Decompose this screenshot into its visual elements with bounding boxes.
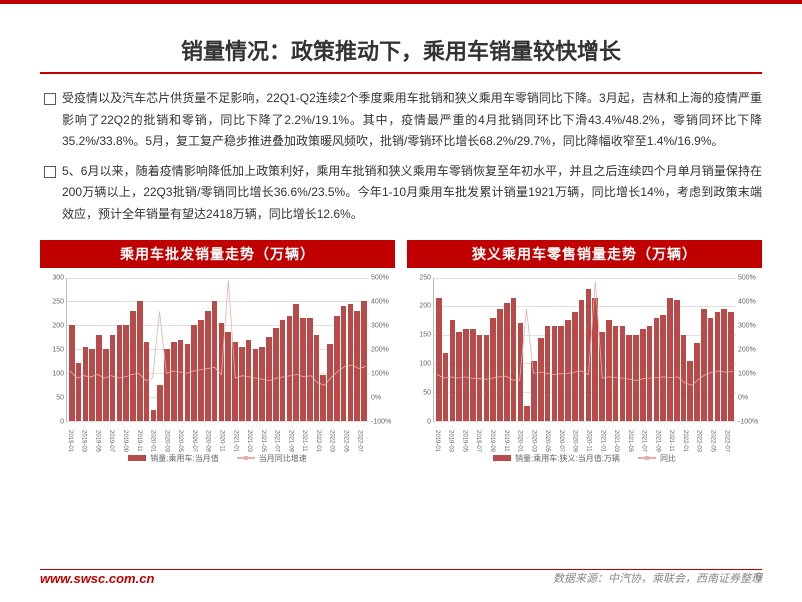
title-underline [40, 72, 762, 74]
bullet-1: 受疫情以及汽车芯片供货量不足影响，22Q1-Q2连续2个季度乘用车批销和狭义乘用… [40, 88, 762, 153]
chart-left: 乘用车批发销量走势（万辆） 050100150200250300-100%0%1… [40, 240, 395, 464]
footer-site: www.swsc.com.cn [40, 571, 154, 586]
footer: www.swsc.com.cn 数据来源：中汽协，乘联会，西南证券整理 [40, 569, 762, 586]
chart-left-caption: 乘用车批发销量走势（万辆） [40, 240, 395, 268]
footer-source: 数据来源：中汽协，乘联会，西南证券整理 [553, 570, 762, 586]
chart-left-canvas: 050100150200250300-100%0%100%200%300%400… [40, 274, 395, 464]
body-text: 受疫情以及汽车芯片供货量不足影响，22Q1-Q2连续2个季度乘用车批销和狭义乘用… [40, 88, 762, 226]
slide-content: 销量情况：政策推动下，乘用车销量较快增长 受疫情以及汽车芯片供货量不足影响，22… [0, 4, 802, 464]
chart-right-canvas: 050100150200250-100%0%100%200%300%400%50… [407, 274, 762, 464]
page-title: 销量情况：政策推动下，乘用车销量较快增长 [40, 24, 762, 72]
charts-row: 乘用车批发销量走势（万辆） 050100150200250300-100%0%1… [40, 240, 762, 464]
chart-right-caption: 狭义乘用车零售销量走势（万辆） [407, 240, 762, 268]
chart-right: 狭义乘用车零售销量走势（万辆） 050100150200250-100%0%10… [407, 240, 762, 464]
page-number: 6 [755, 570, 762, 584]
bullet-2: 5、6月以来，随着疫情影响降低加上政策利好，乘用车批销和狭义乘用车零销恢复至年初… [40, 161, 762, 226]
